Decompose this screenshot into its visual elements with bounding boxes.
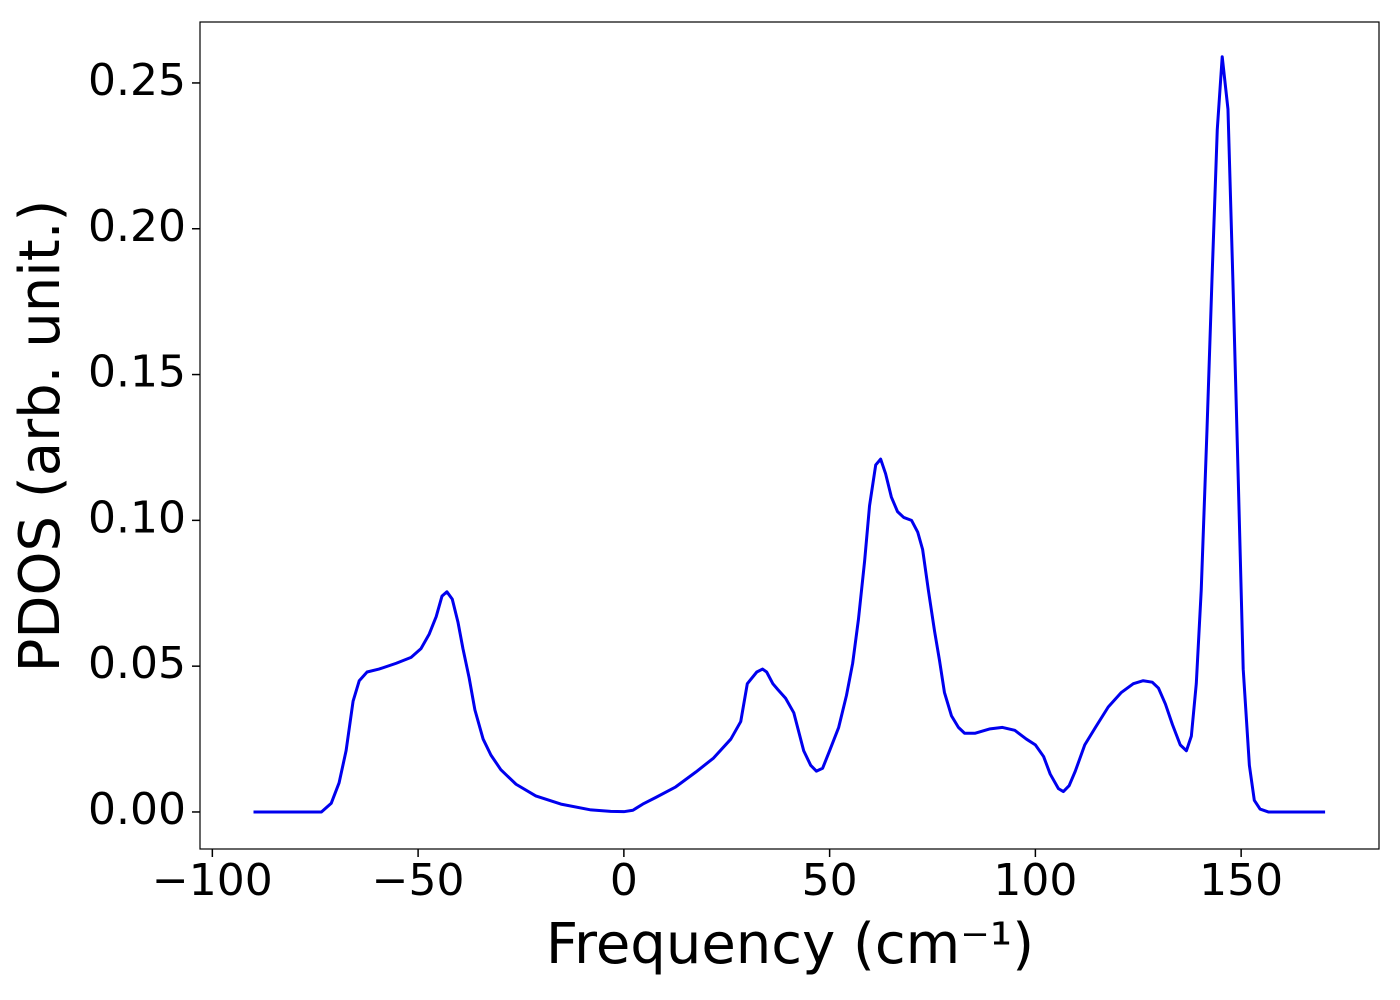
x-tick-label: 0	[610, 855, 638, 906]
data-line	[253, 55, 1326, 814]
x-tick-label: −100	[152, 855, 273, 906]
x-tick-label: 150	[1199, 855, 1283, 906]
y-tick-label: 0.10	[88, 492, 186, 543]
x-tick-label: 50	[802, 855, 858, 906]
x-tick-label: 100	[993, 855, 1077, 906]
y-tick-label: 0.15	[88, 347, 186, 398]
plot-frame	[199, 21, 1380, 850]
y-tick-label: 0.05	[88, 638, 186, 689]
y-tick-label: 0.00	[88, 784, 186, 835]
y-tick-label: 0.25	[88, 55, 186, 106]
x-tick-label: −50	[372, 855, 465, 906]
x-axis-label: Frequency (cm⁻¹)	[546, 912, 1034, 977]
y-axis-label: PDOS (arb. unit.)	[8, 200, 73, 673]
y-tick-label: 0.20	[88, 201, 186, 252]
